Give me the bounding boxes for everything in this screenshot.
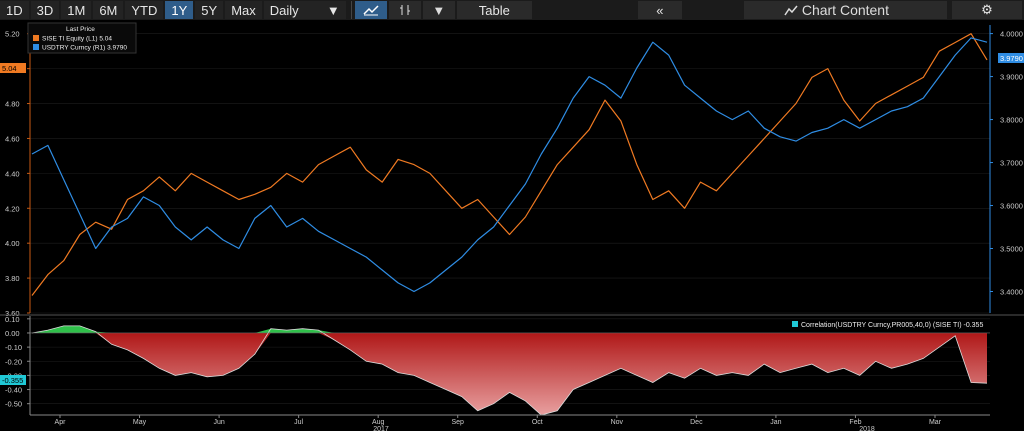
legend-frame xyxy=(27,22,137,54)
x-tick-label: Jun xyxy=(213,419,224,426)
left-tick-label: 3.80 xyxy=(5,274,20,283)
line-chart-icon[interactable] xyxy=(354,1,387,19)
correlation-line xyxy=(31,325,988,416)
x-tick-label: Oct xyxy=(532,419,543,426)
usdtry-price-line xyxy=(31,37,988,293)
correlation-negative-area xyxy=(32,332,987,415)
correlation-legend-label: Correlation(USDTRY Curncy,PR005,40,0) (S… xyxy=(801,322,983,329)
collapse-left-icon[interactable]: « xyxy=(637,1,682,19)
sub-tick-label: -0.10 xyxy=(5,343,22,352)
chart-content-label: Chart Content xyxy=(801,2,889,18)
sub-tick-label: 0.00 xyxy=(5,329,20,338)
x-tick-label: Mar xyxy=(929,419,942,426)
x-tick-label: Feb xyxy=(849,419,861,426)
sub-tick-label: -0.20 xyxy=(5,357,22,366)
caret-down-icon[interactable]: ▼ xyxy=(422,1,455,19)
legend-swatch-usdtry xyxy=(33,44,39,50)
x-tick-label: Aug xyxy=(372,419,385,426)
chart-content-button[interactable]: Chart Content xyxy=(743,1,947,19)
price-chart: 5.205.004.804.604.404.204.003.803.604.00… xyxy=(0,20,1024,431)
sise-price-line xyxy=(31,33,988,296)
bar-chart-icon[interactable] xyxy=(388,1,421,19)
legend-title: Last Price xyxy=(66,26,95,33)
right-tick-label: 3.9000 xyxy=(1000,73,1023,82)
right-tick-label: 3.6000 xyxy=(1000,202,1023,211)
legend-item-sise: SISE TI Equity (L1) 5.04 xyxy=(42,36,112,43)
x-tick-label: May xyxy=(133,419,147,426)
range-1m-button[interactable]: 1M xyxy=(61,1,92,19)
caret-down-icon: ▼ xyxy=(326,2,340,18)
correlation-legend: Correlation(USDTRY Curncy,PR005,40,0) (S… xyxy=(792,321,983,329)
corr-last-badge-bg xyxy=(0,375,26,385)
left-tick-label: 4.00 xyxy=(5,239,20,248)
year-label: 2017 xyxy=(373,426,389,431)
left-last-badge-bg xyxy=(0,63,26,73)
x-tick-label: Jan xyxy=(770,419,781,426)
legend-item-usdtry: USDTRY Curncy (R1) 3.9790 xyxy=(42,45,127,52)
x-tick-label: Apr xyxy=(55,419,67,426)
year-label: 2018 xyxy=(859,426,875,431)
left-last-badge: 5.04 xyxy=(0,63,26,73)
left-tick-label: 4.20 xyxy=(5,204,20,213)
range-1d-button[interactable]: 1D xyxy=(0,1,29,19)
left-tick-label: 3.60 xyxy=(5,309,20,318)
toolbar-divider xyxy=(350,1,352,19)
right-tick-label: 4.0000 xyxy=(1000,30,1023,39)
chart-content-icon xyxy=(784,5,798,16)
gear-icon[interactable]: ⚙ xyxy=(952,1,1022,19)
range-3d-button[interactable]: 3D xyxy=(30,1,60,19)
right-last-badge: 3.9790 xyxy=(998,53,1024,63)
right-tick-label: 3.5000 xyxy=(1000,245,1023,254)
range-6m-button[interactable]: 6M xyxy=(93,1,124,19)
main-series-layer xyxy=(31,33,988,296)
left-tick-label: 4.60 xyxy=(5,134,20,143)
range-1y-button[interactable]: 1Y xyxy=(165,1,194,19)
x-tick-label: Sep xyxy=(451,419,464,426)
range-5y-button[interactable]: 5Y xyxy=(195,1,224,19)
left-tick-label: 4.40 xyxy=(5,169,20,178)
legend: Last Price SISE TI Equity (L1) 5.04 USDT… xyxy=(27,22,137,54)
left-tick-label: 4.80 xyxy=(5,100,20,109)
frequency-dropdown[interactable]: Daily ▼ xyxy=(263,1,346,19)
table-button[interactable]: Table xyxy=(456,1,532,19)
correlation-legend-swatch xyxy=(792,321,798,327)
chart-toolbar: 1D 3D 1M 6M YTD 1Y 5Y Max Daily ▼ ▼ Tabl… xyxy=(0,0,1024,20)
frequency-label: Daily xyxy=(269,2,299,18)
axis-layer: 5.205.004.804.604.404.204.003.803.604.00… xyxy=(0,25,1024,431)
x-tick-label: Nov xyxy=(611,419,624,426)
corr-last-badge: -0.355 xyxy=(0,375,26,385)
left-tick-label: 5.20 xyxy=(5,30,20,39)
sub-tick-label: -0.50 xyxy=(5,400,22,409)
right-tick-label: 3.7000 xyxy=(1000,159,1023,168)
right-last-badge-bg xyxy=(998,53,1024,63)
x-tick-label: Jul xyxy=(294,419,303,426)
left-last-badge-text: 5.04 xyxy=(2,64,17,73)
right-tick-label: 3.8000 xyxy=(1000,116,1023,125)
right-tick-label: 3.4000 xyxy=(1000,288,1023,297)
main-gridlines xyxy=(30,33,990,314)
corr-last-badge-text: -0.355 xyxy=(2,376,23,385)
correlation-positive-area xyxy=(32,325,987,333)
sub-tick-label: -0.40 xyxy=(5,386,22,395)
range-ytd-button[interactable]: YTD xyxy=(125,1,164,19)
legend-swatch-sise xyxy=(33,35,39,41)
sub-tick-label: 0.10 xyxy=(5,315,20,324)
right-last-badge-text: 3.9790 xyxy=(1000,54,1023,63)
x-tick-label: Dec xyxy=(690,419,703,426)
correlation-layer xyxy=(30,325,990,416)
range-max-button[interactable]: Max xyxy=(225,1,262,19)
